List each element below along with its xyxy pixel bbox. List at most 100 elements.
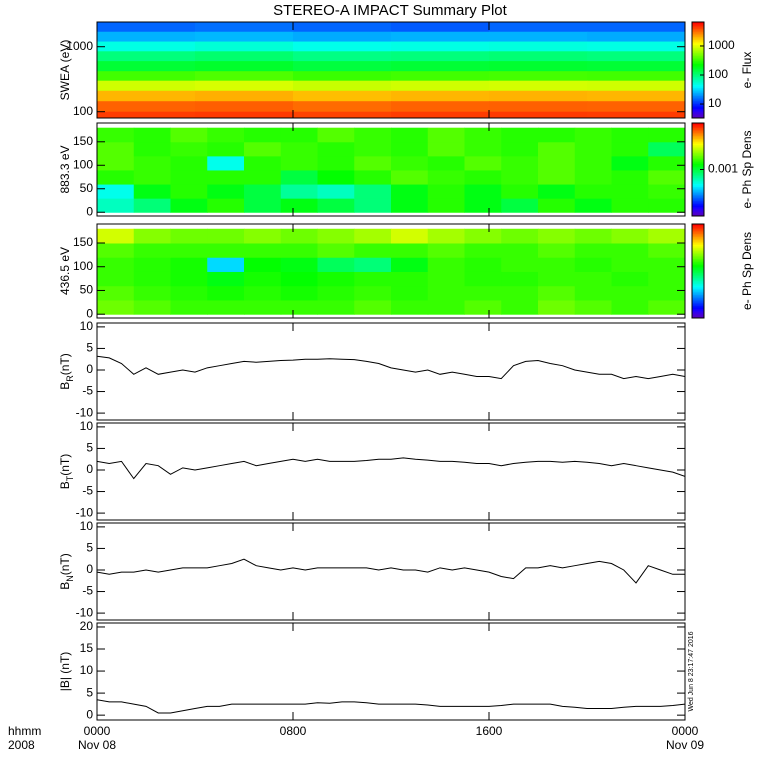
heatmap-cell (97, 31, 196, 43)
heatmap-cell (489, 80, 588, 92)
colorbar-step (692, 258, 704, 261)
colorbar-step (692, 70, 704, 73)
colorbar-step (692, 57, 704, 60)
colorbar-step (692, 195, 704, 198)
heatmap-cell (501, 257, 539, 272)
heatmap-cell (97, 228, 135, 244)
heatmap-cell (648, 198, 685, 213)
y-axis-label-main: B (58, 481, 72, 489)
heatmap-cell (391, 155, 429, 171)
heatmap-cell (648, 242, 685, 258)
data-line (97, 457, 685, 480)
heatmap-cell (170, 141, 208, 157)
y-tick-label: -5 (82, 384, 93, 398)
heatmap-cell (501, 198, 539, 213)
heatmap-cell (538, 127, 576, 143)
heatmap-cell (170, 271, 208, 287)
colorbar-step (692, 33, 704, 36)
heatmap-cell (293, 80, 392, 92)
colorbar-tick-label: 1000 (708, 38, 735, 52)
colorbar-step (692, 30, 704, 33)
heatmap-cell (97, 299, 135, 315)
heatmap-cell (195, 101, 294, 113)
heatmap-cell (244, 299, 282, 315)
y-axis-label-sub: T (65, 475, 75, 481)
colorbar-step (692, 272, 704, 275)
heatmap-cell (427, 299, 465, 315)
colorbar-step (692, 296, 704, 299)
y-tick-label: 10 (80, 519, 94, 533)
heatmap-cell (538, 257, 576, 272)
colorbar-step (692, 228, 704, 231)
colorbar-step (692, 154, 704, 157)
colorbar-step (692, 106, 704, 109)
colorbar-step (692, 47, 704, 50)
heatmap-cell (587, 31, 685, 43)
colorbar-step (692, 114, 704, 117)
heatmap-cell (464, 198, 502, 213)
heatmap-cell (611, 198, 649, 213)
colorbar-step (692, 123, 704, 126)
colorbar-label: e- Ph Sp Dens (740, 130, 754, 208)
heatmap-cell (207, 169, 245, 185)
heatmap-cell (501, 299, 539, 315)
heatmap-cell (293, 101, 392, 113)
y-tick-label: 10 (80, 663, 94, 677)
heatmap-cell (538, 299, 576, 315)
heatmap-cell (489, 41, 588, 52)
heatmap-cell (611, 169, 649, 185)
colorbar-step (692, 41, 704, 44)
heatmap-cell (611, 257, 649, 272)
heatmap-cell (244, 155, 282, 171)
colorbar-step (692, 286, 704, 289)
colorbar-step (692, 55, 704, 58)
colorbar-step (692, 185, 704, 188)
heatmap-cell (611, 155, 649, 171)
heatmap-cell (587, 51, 685, 62)
heatmap-cell (391, 127, 429, 143)
colorbar-step (692, 252, 704, 255)
panel-frame (96, 122, 686, 217)
heatmap-cell (317, 242, 355, 258)
timestamp: Wed Jun 8 23:17:47 2016 (688, 631, 695, 711)
heatmap-cell (391, 22, 490, 33)
panel-3 (97, 355, 685, 380)
colorbar-step (692, 124, 704, 127)
heatmap-cell (587, 22, 685, 33)
colorbar-step (692, 244, 704, 247)
plot-title: STEREO-A IMPACT Summary Plot (273, 2, 507, 19)
heatmap-cell (427, 141, 465, 157)
colorbar-step (692, 146, 704, 149)
panel-0 (97, 22, 685, 118)
colorbar-step (692, 71, 704, 74)
heatmap-cell (293, 71, 392, 82)
colorbar-step (692, 102, 704, 105)
heatmap-cell (427, 242, 465, 258)
heatmap-cell (293, 22, 392, 33)
colorbar-step (692, 108, 704, 111)
colorbar-step (692, 305, 704, 308)
heatmap-cell (464, 228, 502, 244)
colorbar-step (692, 152, 704, 155)
colorbar-step (692, 68, 704, 71)
colorbar-step (692, 161, 704, 164)
colorbar-step (692, 239, 704, 242)
heatmap-cell (133, 155, 171, 171)
colorbar-step (692, 78, 704, 81)
colorbar-step (692, 255, 704, 258)
heatmap-cell (611, 127, 649, 143)
y-axis-label: BR(nT) (58, 353, 75, 390)
x-tick-label: 1600 (476, 724, 503, 738)
heatmap-cell (391, 101, 490, 113)
heatmap-cell (207, 257, 245, 272)
colorbar-step (692, 87, 704, 90)
heatmap-cell (427, 271, 465, 287)
heatmap-cell (97, 71, 196, 82)
colorbar-step (692, 157, 704, 160)
colorbar-step (692, 231, 704, 234)
colorbar-step (692, 172, 704, 175)
heatmap-cell (354, 169, 392, 185)
heatmap-cell (97, 101, 196, 113)
y-tick-label: 15 (80, 641, 94, 655)
heatmap-cell (587, 71, 685, 82)
